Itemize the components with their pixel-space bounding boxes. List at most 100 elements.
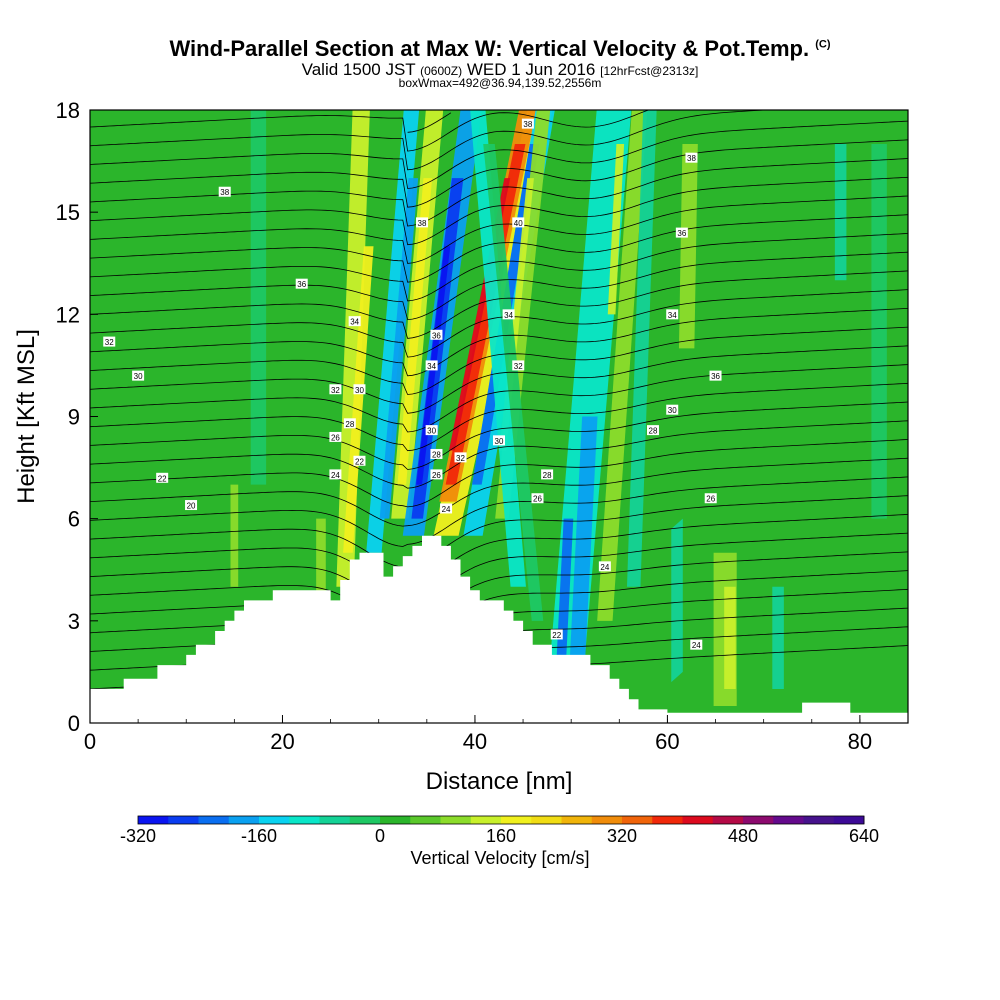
contour-label: 32: [454, 452, 467, 463]
theta-contour: [90, 401, 908, 470]
contour-label-text: 24: [600, 563, 609, 572]
contour-label-text: 32: [331, 386, 340, 395]
colorbar-swatch: [833, 816, 865, 824]
contour-label-bg: [218, 186, 231, 197]
velocity-band: [470, 110, 526, 587]
theta-contour: [90, 551, 908, 629]
contour-label: 32: [512, 360, 525, 371]
contour-label: 34: [425, 360, 438, 371]
velocity-band: [834, 144, 847, 281]
contour-label-text: 24: [692, 641, 701, 650]
contour-label: 30: [666, 404, 679, 415]
theta-contour: [90, 176, 908, 246]
theta-contour: [90, 289, 908, 358]
colorbar-tick-label: -320: [120, 826, 156, 846]
contour-label-text: 36: [297, 280, 306, 289]
contour-label-text: 32: [456, 454, 465, 463]
velocity-band: [445, 144, 526, 485]
copyright-mark: (C): [815, 38, 831, 51]
contour-label-bg: [348, 316, 361, 327]
contour-label-bg: [440, 503, 453, 514]
contour-label: 24: [690, 639, 703, 650]
contour-label-text: 38: [687, 154, 696, 163]
contour-label: 32: [329, 384, 342, 395]
contour-label: 22: [353, 455, 366, 466]
theta-contour: [90, 233, 908, 302]
contour-label-bg: [103, 336, 116, 347]
contour-label-bg: [550, 629, 563, 640]
colorbar-swatch: [501, 816, 532, 824]
contour-label-text: 24: [442, 505, 451, 514]
theta-contour: [90, 364, 908, 433]
contour-label-bg: [353, 455, 366, 466]
theta-contour: [90, 420, 908, 489]
colorbar: -320 -160 0 160 320 480 640: [120, 815, 879, 846]
contour-label-text: 24: [331, 471, 340, 480]
x-tick-label: 80: [848, 729, 872, 754]
contour-label-text: 28: [543, 471, 552, 480]
contour-label-text: 26: [533, 495, 542, 504]
contour-label-text: 26: [706, 495, 715, 504]
contour-label-text: 34: [427, 362, 436, 371]
contour-label-text: 32: [105, 338, 114, 347]
valid-date: WED 1 Jun 2016: [466, 60, 596, 79]
contour-label-bg: [666, 309, 679, 320]
contour-label: 22: [156, 472, 169, 483]
y-tick-label: 3: [68, 609, 80, 634]
theta-contour: [90, 308, 908, 377]
contour-label-bg: [156, 472, 169, 483]
contour-label-text: 26: [331, 433, 340, 442]
contour-label-bg: [521, 118, 534, 129]
colorbar-swatch: [319, 816, 351, 824]
contour-label-bg: [666, 404, 679, 415]
contour-label: 38: [685, 152, 698, 163]
contour-label-text: 26: [432, 471, 441, 480]
colorbar-label: Vertical Velocity [cm/s]: [410, 848, 590, 868]
chart-title: Wind-Parallel Section at Max W: Vertical…: [0, 36, 1000, 62]
contour-label-text: 30: [427, 427, 436, 436]
colorbar-swatch: [228, 816, 260, 824]
contour-label-bg: [329, 469, 342, 480]
colorbar-swatch: [531, 816, 562, 824]
contour-label: 40: [512, 217, 525, 228]
contour-label: 36: [709, 370, 722, 381]
contour-label: 30: [132, 370, 145, 381]
velocity-band: [556, 518, 574, 655]
colorbar-swatch: [138, 816, 169, 824]
contour-label-bg: [512, 360, 525, 371]
contour-label-bg: [709, 370, 722, 381]
contour-label: 34: [666, 309, 679, 320]
theta-contour: [90, 532, 908, 609]
contour-label-text: 30: [495, 437, 504, 446]
theta-contour: [90, 110, 764, 171]
colorbar-swatch: [349, 816, 381, 824]
contour-label-bg: [690, 639, 703, 650]
velocity-band: [343, 246, 374, 553]
contour-label-bg: [425, 425, 438, 436]
y-tick-label: 6: [68, 507, 80, 532]
box-wmax-info: boxWmax=492@36.94,139.52,2556m: [398, 76, 602, 90]
contour-label-text: 22: [158, 474, 167, 483]
contour-label: 30: [493, 435, 505, 446]
colorbar-swatch: [198, 816, 230, 824]
velocity-band: [678, 144, 698, 349]
contour-label-text: 22: [552, 631, 561, 640]
contour-label-bg: [416, 217, 429, 228]
contour-label-bg: [675, 227, 688, 238]
contour-label-text: 30: [134, 372, 143, 381]
colorbar-tick-label: 0: [375, 826, 385, 846]
contour-label: 38: [218, 186, 231, 197]
contour-label: 28: [343, 418, 356, 429]
colorbar-swatch: [380, 816, 411, 824]
y-axis-label: Height [Kft MSL]: [13, 329, 40, 504]
theta-contour: [90, 326, 908, 395]
y-tick-label: 9: [68, 405, 80, 430]
contour-label: 26: [531, 493, 544, 504]
colorbar-swatch: [591, 816, 623, 824]
colorbar-swatch: [561, 816, 593, 824]
contour-label-text: 30: [355, 386, 364, 395]
contour-labels: 38 36 32 30 22 20 34 32 30 28 26 24 22 38 36 34 30 28 26 24…: [103, 118, 722, 650]
contour-label: 38: [416, 217, 429, 228]
